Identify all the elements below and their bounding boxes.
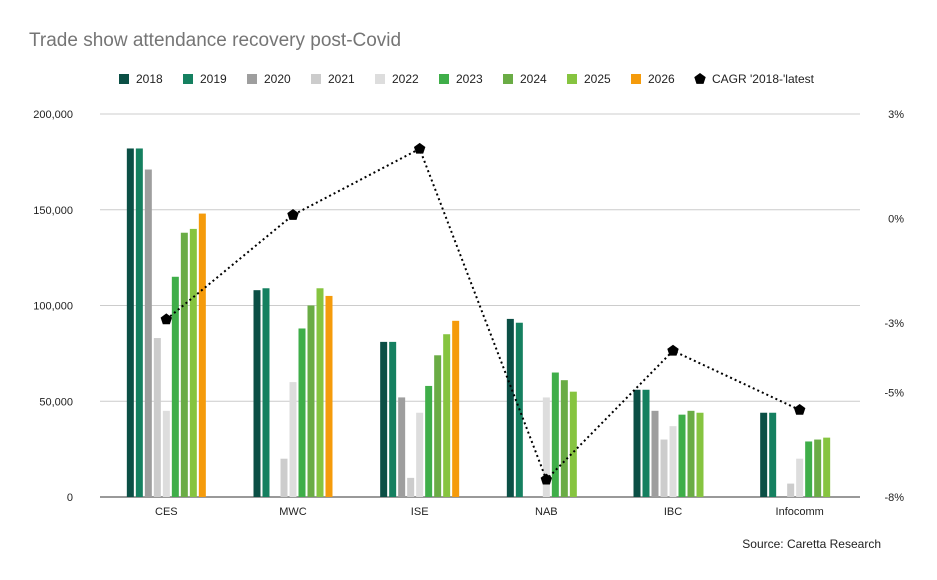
bar-2020-ise bbox=[398, 397, 406, 497]
legend-label: 2022 bbox=[392, 72, 419, 86]
y-right-tick-label: -3% bbox=[884, 318, 904, 330]
x-axis: CES MWC ISE NAB IBC Infocomm bbox=[155, 506, 824, 518]
bar-2023-mwc bbox=[298, 328, 306, 497]
x-tick-label: MWC bbox=[279, 506, 307, 518]
y-right-tick-label: -5% bbox=[884, 388, 904, 400]
legend-swatch-2019 bbox=[183, 74, 193, 84]
legend-swatch-2023 bbox=[439, 74, 449, 84]
left-axis: 0 50,000 100,000 150,000 200,000 bbox=[33, 109, 73, 504]
bar-2026-ise bbox=[452, 320, 460, 497]
y-left-tick-label: 100,000 bbox=[33, 301, 73, 313]
bar-2022-nab bbox=[542, 397, 550, 497]
bars bbox=[126, 148, 831, 498]
x-tick-label: NAB bbox=[535, 506, 558, 518]
cagr-point bbox=[413, 142, 426, 154]
legend-swatch-2026 bbox=[631, 74, 641, 84]
bar-2018-mwc bbox=[253, 290, 261, 497]
bar-2024-ise bbox=[434, 355, 442, 497]
cagr-point bbox=[287, 208, 299, 220]
cagr-line bbox=[160, 142, 806, 485]
legend-swatch-2025 bbox=[567, 74, 577, 84]
bar-2019-ibc bbox=[642, 389, 650, 497]
bar-2019-mwc bbox=[262, 288, 270, 497]
bar-2026-ces bbox=[198, 213, 206, 497]
bar-2021-mwc bbox=[280, 458, 288, 497]
bar-2025-ces bbox=[189, 228, 197, 497]
gridlines bbox=[100, 113, 860, 498]
bar-2023-ces bbox=[171, 276, 179, 497]
legend-swatch-2021 bbox=[311, 74, 321, 84]
bar-2021-ces bbox=[153, 338, 161, 497]
cagr-point bbox=[540, 473, 553, 485]
bar-2024-ibc bbox=[687, 410, 695, 497]
bar-2023-ise bbox=[425, 385, 433, 497]
cagr-point bbox=[793, 403, 806, 415]
legend-label: 2023 bbox=[456, 72, 483, 86]
cagr-point bbox=[160, 313, 173, 325]
bar-2023-infocomm bbox=[805, 441, 813, 497]
bar-2021-ibc bbox=[660, 439, 668, 497]
y-right-tick-label: 3% bbox=[888, 109, 904, 121]
bar-2018-nab bbox=[506, 318, 514, 497]
bar-2024-ces bbox=[180, 232, 188, 498]
legend-label: 2024 bbox=[520, 72, 547, 86]
bar-2021-infocomm bbox=[787, 483, 795, 497]
legend-marker-cagr bbox=[694, 73, 706, 84]
x-tick-label: ISE bbox=[411, 506, 429, 518]
bar-2022-ise bbox=[416, 412, 424, 497]
bar-2020-ces bbox=[144, 169, 152, 497]
bar-2021-ise bbox=[407, 477, 415, 497]
legend: 2018 2019 2020 2021 2022 2023 2024 2025 2026 CAGR… bbox=[119, 72, 815, 86]
legend-swatch-2018 bbox=[119, 74, 129, 84]
legend-label: 2020 bbox=[264, 72, 291, 86]
y-left-tick-label: 150,000 bbox=[33, 205, 73, 217]
bar-2018-ces bbox=[126, 148, 134, 497]
bar-2025-nab bbox=[569, 391, 577, 497]
legend-swatch-2020 bbox=[247, 74, 257, 84]
chart-title: Trade show attendance recovery post-Covi… bbox=[29, 30, 402, 51]
bar-2024-mwc bbox=[307, 305, 315, 497]
legend-label: 2018 bbox=[136, 72, 163, 86]
bar-2020-ibc bbox=[651, 410, 659, 497]
bar-2025-mwc bbox=[316, 288, 324, 497]
right-axis: -8% -5% -3% 0% 3% bbox=[884, 109, 904, 504]
y-right-tick-label: -8% bbox=[884, 492, 904, 504]
x-tick-label: IBC bbox=[664, 506, 682, 518]
x-tick-label: Infocomm bbox=[776, 506, 824, 518]
bar-2022-mwc bbox=[289, 382, 297, 497]
y-left-tick-label: 200,000 bbox=[33, 109, 73, 121]
legend-label: CAGR '2018-'latest bbox=[712, 72, 815, 86]
bar-2022-ces bbox=[162, 410, 170, 497]
bar-2018-infocomm bbox=[760, 412, 768, 497]
cagr-series-line bbox=[165, 147, 801, 482]
bar-2019-infocomm bbox=[769, 412, 777, 497]
bar-2025-ibc bbox=[696, 412, 704, 497]
bar-2023-nab bbox=[551, 372, 559, 497]
bar-2023-ibc bbox=[678, 414, 686, 497]
legend-swatch-2024 bbox=[503, 74, 513, 84]
bar-2019-ise bbox=[389, 341, 397, 497]
bar-2024-infocomm bbox=[814, 439, 822, 497]
x-tick-label: CES bbox=[155, 506, 178, 518]
bar-2022-infocomm bbox=[796, 458, 804, 497]
bar-2018-ise bbox=[380, 341, 388, 497]
bar-2025-ise bbox=[443, 334, 451, 497]
bar-2019-ces bbox=[135, 148, 143, 497]
legend-swatch-2022 bbox=[375, 74, 385, 84]
y-right-tick-label: 0% bbox=[888, 213, 904, 225]
bar-2022-ibc bbox=[669, 426, 677, 497]
bar-2024-nab bbox=[560, 380, 568, 497]
cagr-point bbox=[667, 344, 679, 356]
y-left-tick-label: 50,000 bbox=[39, 396, 73, 408]
legend-label: 2021 bbox=[328, 72, 355, 86]
legend-label: 2026 bbox=[648, 72, 675, 86]
y-left-tick-label: 0 bbox=[67, 492, 73, 504]
legend-label: 2025 bbox=[584, 72, 611, 86]
legend-label: 2019 bbox=[200, 72, 227, 86]
source-note: Source: Caretta Research bbox=[742, 537, 881, 551]
bar-2025-infocomm bbox=[823, 437, 831, 497]
bar-2026-mwc bbox=[325, 295, 333, 497]
bar-2018-ibc bbox=[633, 389, 641, 497]
